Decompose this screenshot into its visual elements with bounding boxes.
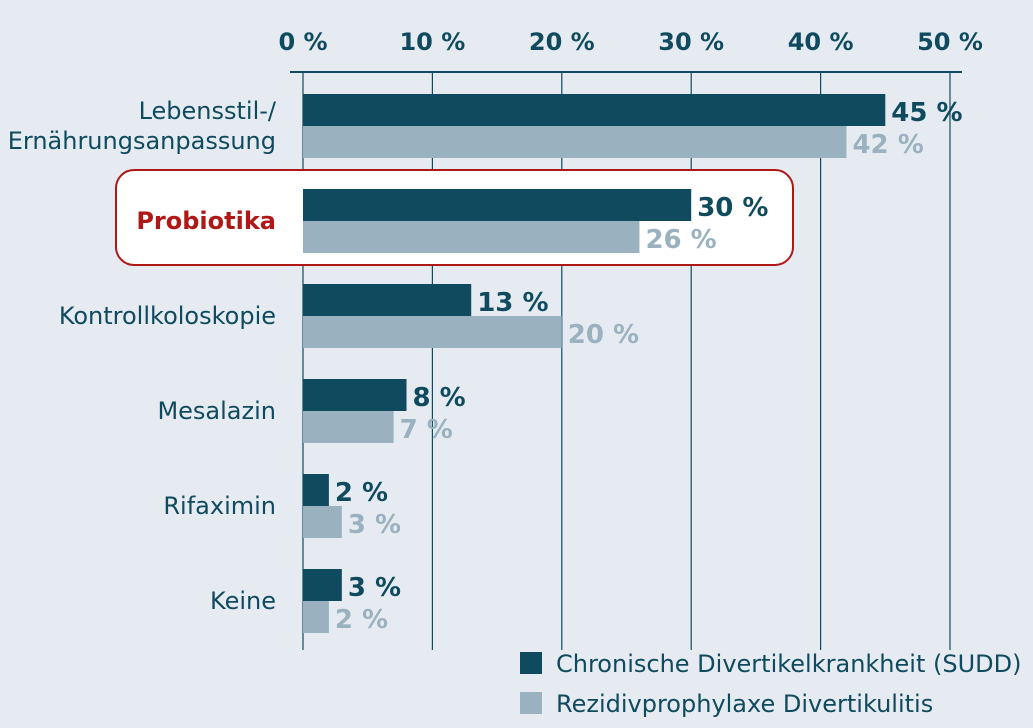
data-label: 2 % xyxy=(335,478,388,508)
data-label: 2 % xyxy=(335,605,388,635)
x-tick-label: 0 % xyxy=(278,28,327,56)
bar xyxy=(303,379,407,411)
data-label: 8 % xyxy=(413,383,466,413)
data-label: 7 % xyxy=(400,415,453,445)
data-label: 42 % xyxy=(852,130,923,160)
legend-swatch xyxy=(520,692,542,714)
bar xyxy=(303,189,692,221)
x-tick-label: 20 % xyxy=(529,28,595,56)
x-tick-label: 30 % xyxy=(658,28,724,56)
category-label: Keine xyxy=(210,587,276,615)
legend-swatch xyxy=(520,652,542,674)
bar xyxy=(303,411,394,443)
category-label: Lebensstil-/ xyxy=(139,97,277,125)
bar xyxy=(303,601,329,633)
x-tick-label: 50 % xyxy=(917,28,983,56)
data-label: 20 % xyxy=(568,320,639,350)
bar xyxy=(303,284,472,316)
category-label: Rifaximin xyxy=(163,492,276,520)
bar xyxy=(303,474,329,506)
data-label: 30 % xyxy=(697,193,768,223)
data-label: 45 % xyxy=(891,98,962,128)
data-labels: 45 %42 %30 %26 %13 %20 %8 %7 %2 %3 %3 %2… xyxy=(335,98,963,635)
bar xyxy=(303,316,562,348)
category-label: Ernährungsanpassung xyxy=(8,127,276,155)
category-label: Probiotika xyxy=(136,207,276,235)
bar xyxy=(303,569,342,601)
x-tick-label: 40 % xyxy=(788,28,854,56)
bars xyxy=(303,94,886,633)
grid-lines xyxy=(302,72,951,650)
bar xyxy=(303,126,847,158)
data-label: 26 % xyxy=(645,225,716,255)
bar xyxy=(303,221,640,253)
data-label: 13 % xyxy=(477,288,548,318)
category-labels: Lebensstil-/Ernährungsanpassung Probiotik… xyxy=(8,97,277,615)
x-tick-label: 10 % xyxy=(399,28,465,56)
legend-label: Rezidivprophylaxe Divertikulitis xyxy=(556,690,933,718)
category-label: Mesalazin xyxy=(157,397,276,425)
data-label: 3 % xyxy=(348,573,401,603)
x-axis: 0 % 10 % 20 % 30 % 40 % 50 % xyxy=(278,28,983,73)
bar xyxy=(303,94,886,126)
legend: Chronische Divertikelkrankheit (SUDD) Rez… xyxy=(520,650,1021,718)
bar xyxy=(303,506,342,538)
legend-label: Chronische Divertikelkrankheit (SUDD) xyxy=(556,650,1021,678)
category-label: Kontrollkoloskopie xyxy=(59,302,276,330)
data-label: 3 % xyxy=(348,510,401,540)
